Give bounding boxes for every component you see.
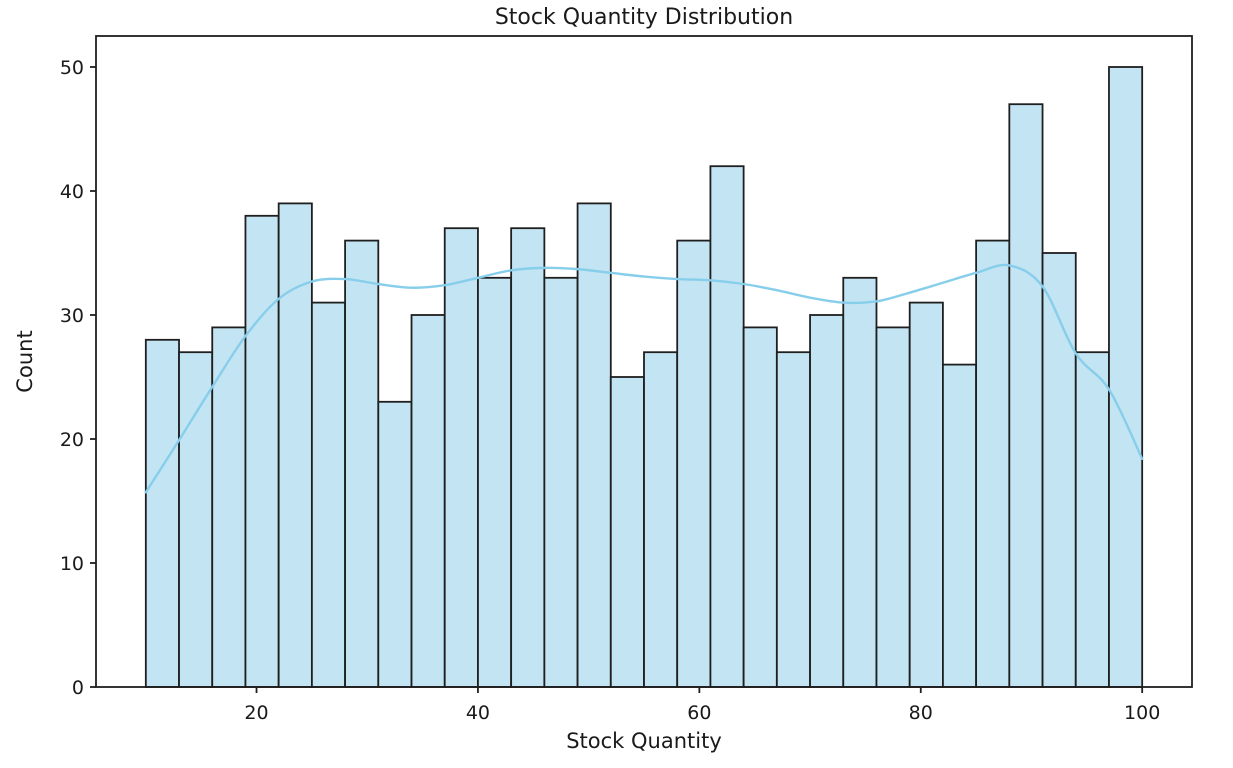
histogram-bar	[643, 351, 679, 688]
histogram-bar	[510, 227, 546, 688]
histogram-bar	[277, 202, 313, 688]
histogram-bar	[344, 239, 380, 688]
chart-title: Stock Quantity Distribution	[495, 5, 793, 30]
histogram-bar	[443, 227, 479, 688]
histogram-bar	[942, 363, 978, 688]
histogram-bar	[809, 314, 845, 688]
y-axis-label: Count	[13, 330, 37, 392]
histogram-bar	[543, 276, 579, 688]
x-axis-label: Stock Quantity	[566, 729, 722, 753]
histogram-bar	[1008, 103, 1044, 688]
histogram-bar	[477, 276, 513, 688]
histogram-bar	[310, 301, 346, 688]
y-tick-label: 20	[60, 429, 84, 451]
y-tick-label: 50	[60, 57, 84, 79]
histogram-bar	[875, 326, 911, 688]
y-tick-label: 40	[60, 181, 84, 203]
y-tick-label: 30	[60, 305, 84, 327]
histogram-bar	[609, 376, 645, 688]
x-tick-label: 80	[909, 702, 933, 724]
x-tick-label: 100	[1124, 702, 1160, 724]
histogram-bar	[709, 165, 745, 688]
histogram-bar	[211, 326, 247, 688]
histogram-bar	[377, 400, 413, 688]
histogram-bar	[410, 314, 446, 688]
histogram-bar	[178, 351, 214, 688]
kde-curve	[144, 263, 1144, 494]
histogram-bar	[775, 351, 811, 688]
histogram-bar	[1108, 66, 1144, 688]
y-tick-label: 0	[72, 677, 84, 699]
histogram-bar	[676, 239, 712, 688]
histogram-bar	[576, 202, 612, 688]
histogram-bar	[975, 239, 1011, 688]
y-axis-ticks: 0 10 20 30 40 50	[60, 57, 96, 699]
histogram-bar	[742, 326, 778, 688]
x-tick-label: 40	[466, 702, 490, 724]
axes-frame	[95, 35, 1193, 688]
histogram-bar	[144, 338, 180, 688]
histogram-bars	[144, 66, 1144, 688]
y-tick-label: 10	[60, 553, 84, 575]
x-tick-label: 20	[244, 702, 268, 724]
histogram-bar	[244, 214, 280, 688]
histogram-bar	[842, 276, 878, 688]
x-axis-ticks: 20 40 60 80 100	[244, 687, 1160, 724]
histogram-bar	[1074, 351, 1110, 688]
x-tick-label: 60	[687, 702, 711, 724]
histogram-bar	[1041, 252, 1077, 688]
histogram-bar	[908, 301, 944, 688]
